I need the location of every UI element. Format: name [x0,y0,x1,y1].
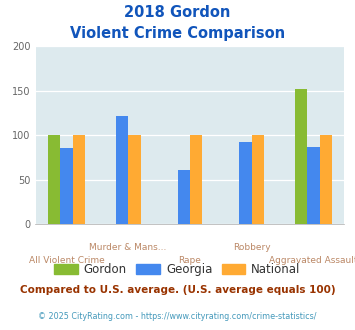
Text: 2018 Gordon: 2018 Gordon [124,5,231,20]
Bar [60,148,72,224]
Text: Violent Crime Comparison: Violent Crime Comparison [70,26,285,41]
Text: Compared to U.S. average. (U.S. average equals 100): Compared to U.S. average. (U.S. average … [20,285,335,295]
Text: Rape: Rape [179,256,201,265]
Bar [72,135,85,224]
Bar [128,135,141,224]
Bar [295,89,307,224]
Bar [252,135,264,224]
Legend: Gordon, Georgia, National: Gordon, Georgia, National [50,258,305,281]
Text: Robbery: Robbery [233,243,271,251]
Bar [178,170,190,224]
Bar [320,135,332,224]
Text: Aggravated Assault: Aggravated Assault [269,256,355,265]
Text: © 2025 CityRating.com - https://www.cityrating.com/crime-statistics/: © 2025 CityRating.com - https://www.city… [38,312,317,321]
Bar [116,116,128,224]
Bar [190,135,202,224]
Text: All Violent Crime: All Violent Crime [28,256,104,265]
Bar [48,135,60,224]
Text: Murder & Mans...: Murder & Mans... [89,243,167,251]
Bar [239,142,252,224]
Bar [307,147,320,224]
